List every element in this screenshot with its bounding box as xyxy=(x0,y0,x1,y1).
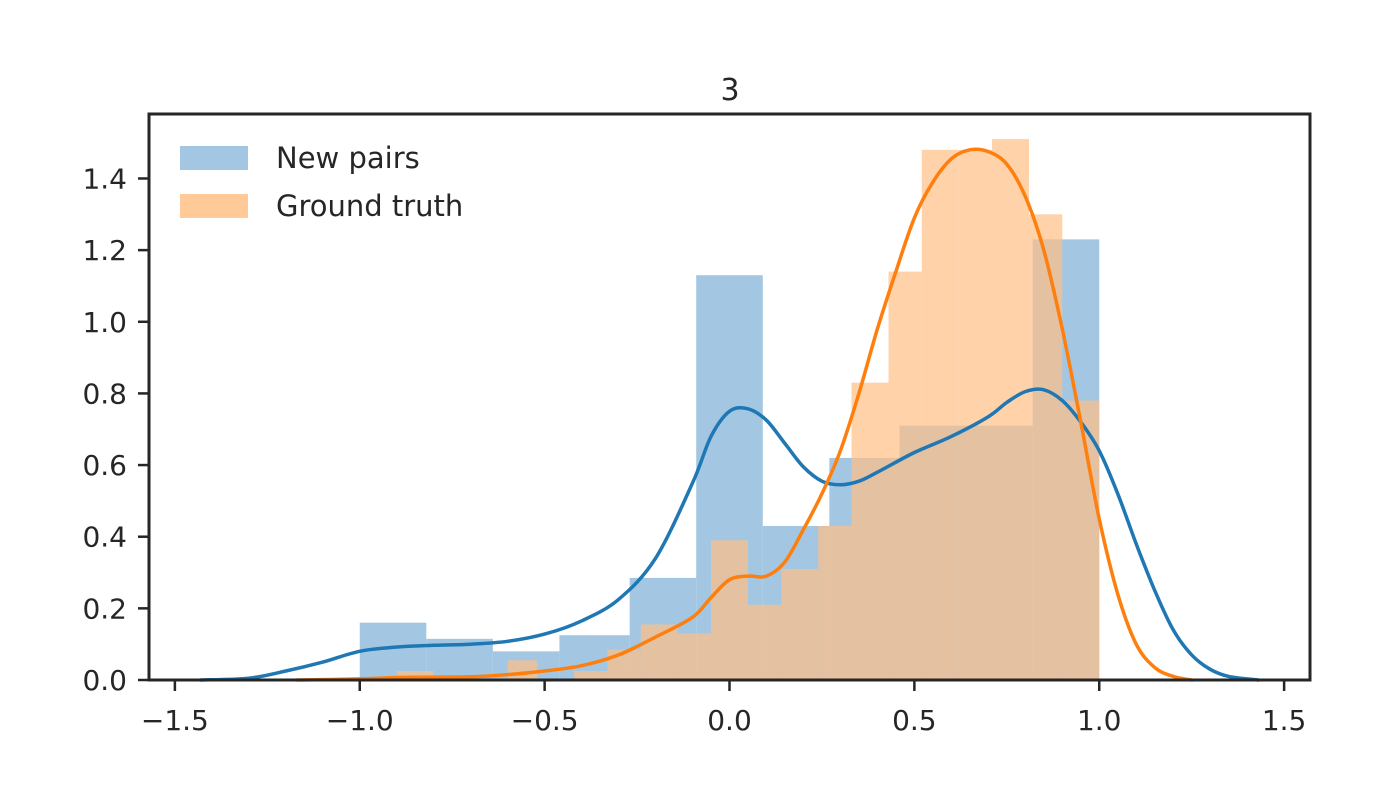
y-tick-label: 1.2 xyxy=(82,234,127,267)
y-tick-label: 1.4 xyxy=(82,162,127,195)
legend-label-ground-truth: Ground truth xyxy=(276,189,463,223)
histogram-bar-ground-truth xyxy=(640,624,678,680)
legend-swatch-ground-truth xyxy=(180,194,248,218)
x-tick-label: −0.5 xyxy=(511,704,579,737)
kde-curves-layer xyxy=(199,147,1260,682)
x-tick-label: 0.5 xyxy=(892,704,937,737)
histogram-bar-ground-truth xyxy=(958,149,993,681)
chart-title: 3 xyxy=(720,73,739,108)
histogram-bar-ground-truth xyxy=(507,660,538,680)
kde-line-ground-truth xyxy=(295,147,1194,682)
histogram-bar-ground-truth xyxy=(607,649,641,680)
histogram-bars-layer xyxy=(359,139,1100,681)
x-axis: −1.5 −1.0 −0.5 0.0 0.5 1.0 1.5 xyxy=(141,680,1307,737)
y-tick-label: 0.6 xyxy=(82,449,127,482)
histogram-bar-ground-truth xyxy=(574,671,608,680)
y-axis: 0.0 0.2 0.4 0.6 0.8 1.0 1.2 1.4 xyxy=(82,162,149,697)
histogram-bar-ground-truth xyxy=(1028,214,1063,680)
x-tick-label: 0.0 xyxy=(707,704,752,737)
x-tick-label: 1.0 xyxy=(1077,704,1122,737)
y-tick-label: 0.0 xyxy=(82,664,127,697)
x-tick-label: 1.5 xyxy=(1262,704,1307,737)
histogram-bar-ground-truth xyxy=(921,149,959,681)
histogram-bar-ground-truth xyxy=(677,633,712,680)
y-tick-label: 1.0 xyxy=(82,306,127,339)
histogram-bar-ground-truth xyxy=(781,568,819,680)
kde-line-new-pairs xyxy=(199,387,1260,682)
y-tick-label: 0.4 xyxy=(82,521,127,554)
histogram-bar-new-pairs xyxy=(359,622,427,680)
legend: New pairs Ground truth xyxy=(180,141,463,223)
histogram-bar-ground-truth xyxy=(818,525,852,680)
y-tick-label: 0.2 xyxy=(82,592,127,625)
x-tick-label: −1.0 xyxy=(326,704,394,737)
histogram-bar-ground-truth xyxy=(747,604,782,680)
legend-swatch-new-pairs xyxy=(180,146,248,170)
histogram-bar-ground-truth xyxy=(851,382,889,680)
histogram-bar-ground-truth xyxy=(1062,400,1100,680)
histogram-bar-ground-truth xyxy=(711,540,748,680)
legend-label-new-pairs: New pairs xyxy=(276,141,420,175)
histogram-bar-ground-truth xyxy=(888,271,922,680)
x-tick-label: −1.5 xyxy=(141,704,209,737)
histogram-ground-truth xyxy=(396,139,1100,681)
y-tick-label: 0.8 xyxy=(82,377,127,410)
